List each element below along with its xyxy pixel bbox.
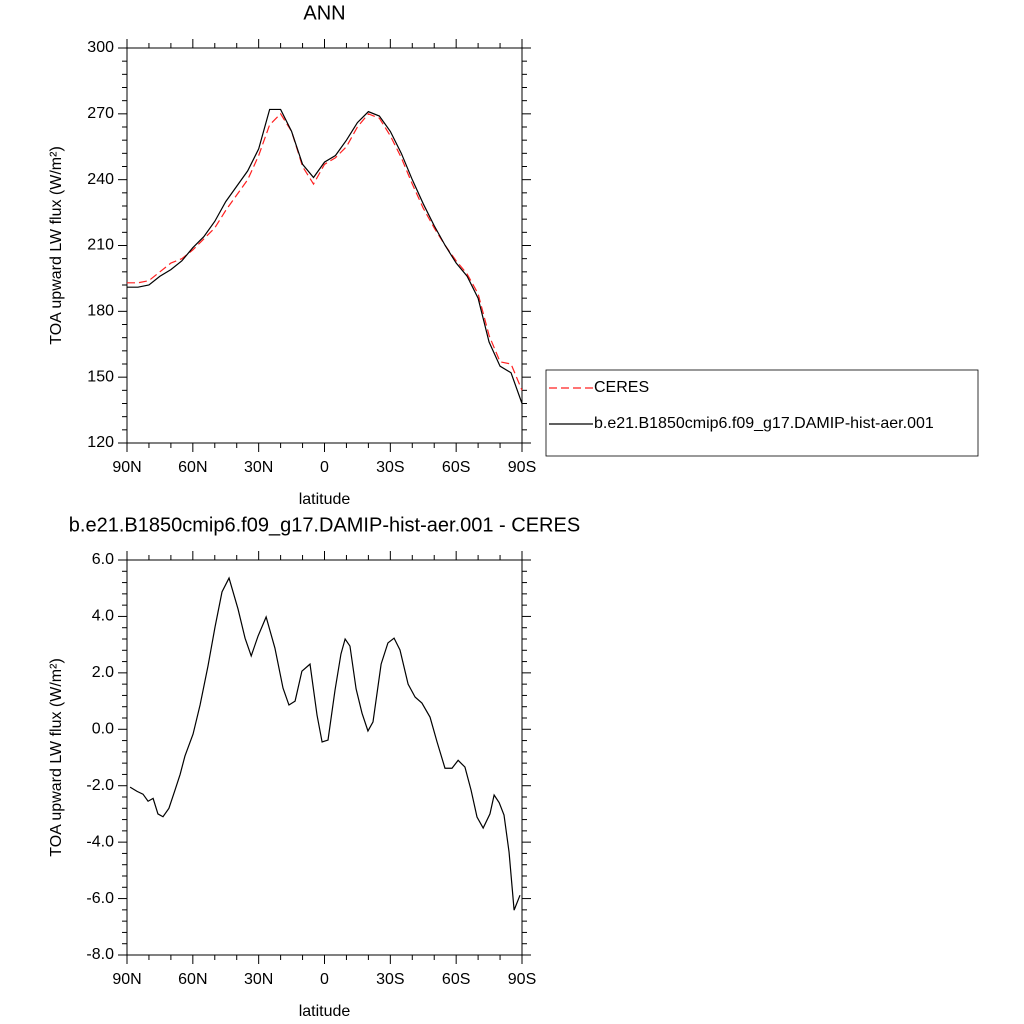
y-tick-label: 300 (87, 39, 114, 56)
x-tick-label: 90S (508, 971, 536, 988)
y-tick-label: 240 (87, 171, 114, 188)
y-axis-label: TOA upward LW flux (W/m²) (48, 146, 65, 345)
chart-title: ANN (303, 2, 345, 24)
data-line (127, 108, 523, 404)
x-tick-label: 30S (376, 459, 404, 476)
x-tick-label: 30N (244, 971, 273, 988)
legend-label: b.e21.B1850cmip6.f09_g17.DAMIP-hist-aer.… (594, 415, 934, 432)
x-axis-label: latitude (299, 1003, 351, 1020)
x-tick-label: 60S (442, 459, 470, 476)
y-tick-label: -2.0 (86, 777, 114, 794)
y-tick-label: 120 (87, 434, 114, 451)
chart-title: b.e21.B1850cmip6.f09_g17.DAMIP-hist-aer.… (69, 514, 580, 536)
y-tick-label: -6.0 (86, 890, 114, 907)
x-tick-label: 90N (112, 971, 141, 988)
x-tick-label: 0 (320, 459, 329, 476)
plot-frame (126, 559, 523, 956)
x-axis-label: latitude (299, 491, 351, 508)
x-tick-label: 60N (178, 459, 207, 476)
x-tick-label: 60S (442, 971, 470, 988)
y-tick-label: 2.0 (92, 664, 114, 681)
x-tick-label: 30N (244, 459, 273, 476)
x-tick-label: 90S (508, 459, 536, 476)
x-tick-label: 0 (320, 971, 329, 988)
data-line (127, 112, 523, 391)
y-tick-label: 6.0 (92, 551, 114, 568)
y-tick-label: -4.0 (86, 833, 114, 850)
data-line (129, 576, 521, 911)
y-tick-label: 270 (87, 105, 114, 122)
legend-box (545, 369, 979, 457)
x-tick-label: 60N (178, 971, 207, 988)
y-tick-label: 0.0 (92, 721, 114, 738)
y-axis-label: TOA upward LW flux (W/m²) (48, 658, 65, 857)
plot-frame (126, 47, 523, 444)
legend-label: CERES (594, 379, 649, 396)
y-tick-label: 150 (87, 368, 114, 385)
x-tick-label: 90N (112, 459, 141, 476)
y-tick-label: 4.0 (92, 608, 114, 625)
y-tick-label: 210 (87, 237, 114, 254)
y-tick-label: -8.0 (86, 946, 114, 963)
y-tick-label: 180 (87, 303, 114, 320)
x-tick-label: 30S (376, 971, 404, 988)
